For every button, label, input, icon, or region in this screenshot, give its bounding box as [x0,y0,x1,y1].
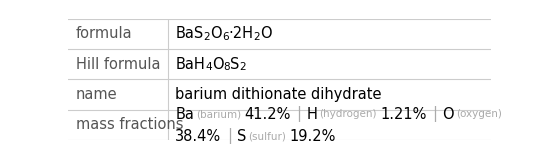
Text: formula: formula [76,26,133,41]
Text: 41.2%: 41.2% [245,107,291,122]
Text: BaS: BaS [175,26,204,41]
Text: 19.2%: 19.2% [290,129,336,144]
Text: O: O [210,26,222,41]
Text: 1.21%: 1.21% [380,107,426,122]
Text: Ba: Ba [175,107,194,122]
Text: 2: 2 [239,62,246,72]
Text: barium dithionate dihydrate: barium dithionate dihydrate [175,87,382,102]
Text: name: name [76,87,117,102]
Text: H: H [307,107,318,122]
Text: |: | [227,128,232,144]
Text: 6: 6 [222,32,228,42]
Text: |: | [296,106,301,122]
Text: Hill formula: Hill formula [76,57,161,72]
Text: (hydrogen): (hydrogen) [319,109,377,119]
Text: 4: 4 [205,62,212,72]
Text: (sulfur): (sulfur) [248,131,286,141]
Text: O: O [212,57,223,72]
Text: S: S [238,129,247,144]
Text: 2: 2 [204,32,210,42]
Text: 38.4%: 38.4% [175,129,222,144]
Text: O: O [443,107,454,122]
Text: 2: 2 [253,32,260,42]
Text: mass fractions: mass fractions [76,117,183,132]
Text: S: S [230,57,239,72]
Text: |: | [432,106,437,122]
Text: 8: 8 [223,62,230,72]
Text: ·2H: ·2H [228,26,253,41]
Text: (oxygen): (oxygen) [456,109,502,119]
Text: (barium): (barium) [196,109,241,119]
Text: O: O [260,26,272,41]
Text: BaH: BaH [175,57,205,72]
